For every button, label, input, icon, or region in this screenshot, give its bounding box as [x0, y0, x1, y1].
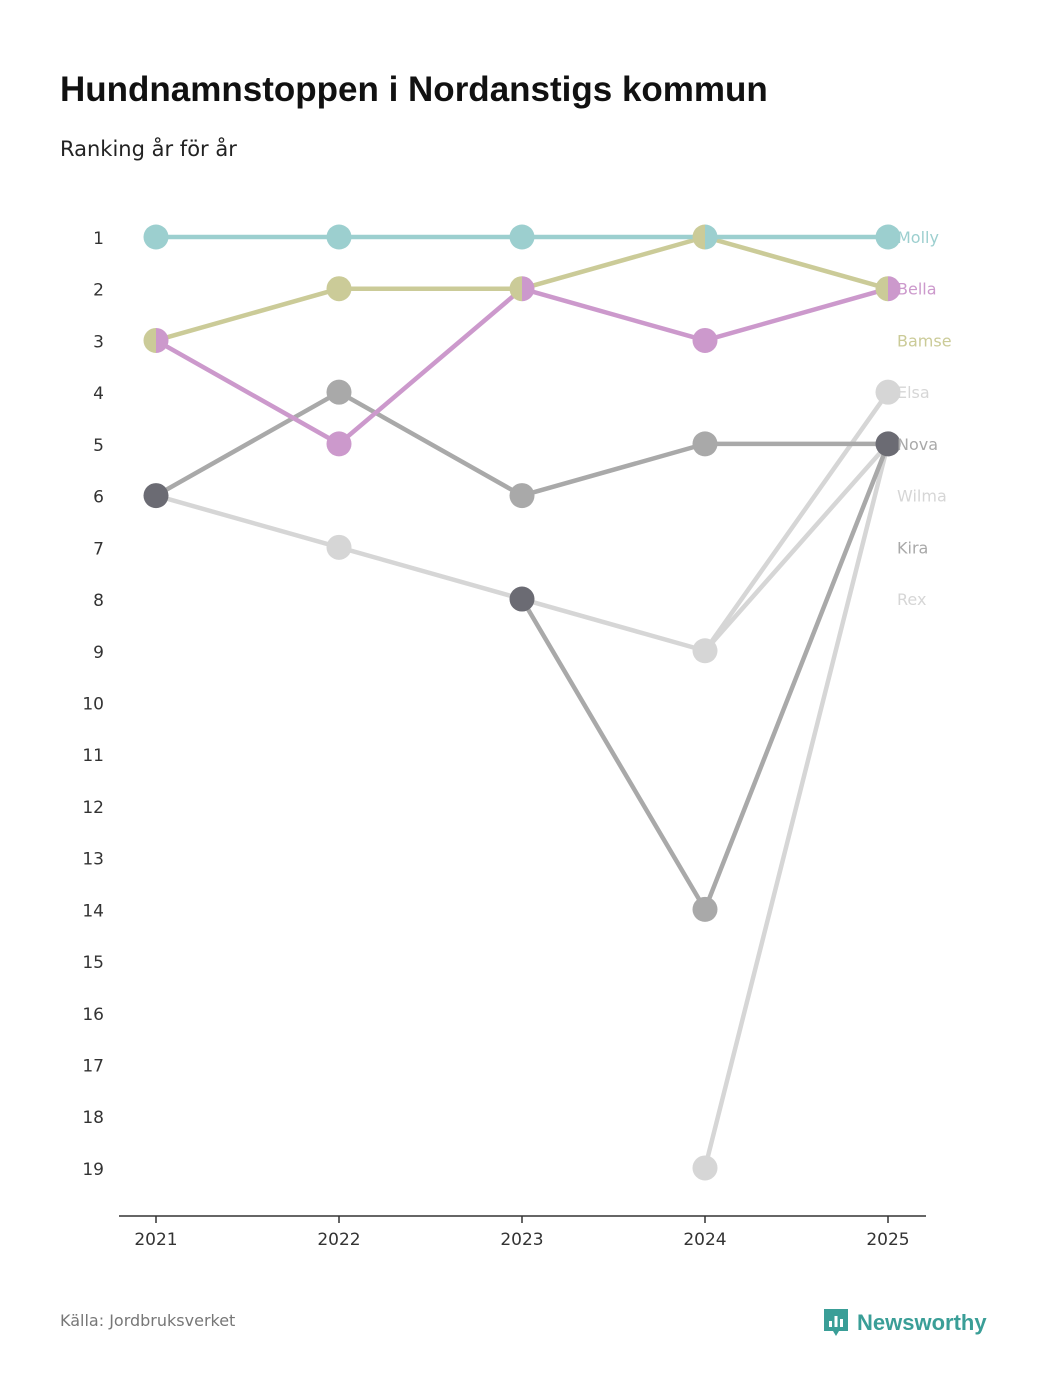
end-label-bella: Bella — [897, 280, 937, 299]
marker-shared — [509, 586, 535, 612]
end-label-nova: Nova — [897, 435, 938, 454]
y-tick-label: 4 — [93, 384, 104, 404]
series-line-bella — [153, 286, 891, 447]
marker-bamse — [875, 276, 888, 302]
y-tick-label: 13 — [82, 850, 104, 870]
y-tick-label: 17 — [82, 1057, 104, 1077]
series-line-nova — [153, 389, 891, 498]
end-label-bamse: Bamse — [897, 331, 952, 350]
end-label-rex: Rex — [897, 590, 926, 609]
marker-bamse — [509, 276, 522, 302]
y-tick-label: 2 — [93, 281, 104, 301]
x-tick-label: 2024 — [683, 1230, 726, 1250]
marker-bella — [156, 327, 169, 353]
end-label-kira: Kira — [897, 538, 928, 557]
marker-bamse — [326, 276, 352, 302]
end-label-molly: Molly — [897, 228, 939, 247]
marker-elsa — [692, 638, 718, 664]
newsworthy-chart-logo-icon — [824, 1309, 848, 1336]
marker-wilma — [326, 534, 352, 560]
marker-bella — [888, 276, 901, 302]
end-label-elsa: Elsa — [897, 383, 930, 402]
x-tick-label: 2021 — [134, 1230, 177, 1250]
y-tick-label: 1 — [93, 229, 104, 249]
chart-subtitle: Ranking år för år — [60, 137, 237, 161]
chart-title: Hundnamnstoppen i Nordanstigs kommun — [60, 70, 768, 109]
y-tick-label: 16 — [82, 1005, 104, 1025]
y-tick-label: 14 — [82, 901, 104, 921]
marker-shared — [875, 431, 901, 457]
series-line-rex — [702, 441, 891, 1171]
marker-nova — [509, 483, 535, 509]
brand-logo: Newsworthy — [822, 1306, 987, 1340]
marker-bella — [522, 276, 535, 302]
marker-nova — [692, 431, 718, 457]
y-tick-label: 6 — [93, 488, 104, 508]
marker-shared — [143, 483, 169, 509]
y-tick-label: 18 — [82, 1108, 104, 1128]
y-tick-label: 12 — [82, 798, 104, 818]
marker-elsa — [875, 379, 901, 405]
marker-nova — [326, 379, 352, 405]
marker-molly — [143, 224, 169, 250]
series-line-kira — [519, 441, 891, 912]
brand-name: Newsworthy — [857, 1310, 987, 1335]
y-tick-label: 3 — [93, 332, 104, 352]
end-label-wilma: Wilma — [897, 487, 947, 506]
y-tick-label: 7 — [93, 539, 104, 559]
marker-molly — [326, 224, 352, 250]
marker-molly — [875, 224, 901, 250]
y-tick-label: 11 — [82, 746, 104, 766]
marker-molly — [705, 224, 718, 250]
x-axis: 2021 2022 2023 2024 2025 — [134, 1216, 910, 1250]
series-line-elsa — [702, 389, 891, 654]
x-tick-label: 2023 — [500, 1230, 543, 1250]
end-labels: Molly Bella Bamse Elsa Nova Wilma Kira Rex — [897, 228, 952, 609]
marker-bella — [326, 431, 352, 457]
y-tick-label: 19 — [82, 1160, 104, 1180]
y-tick-label: 10 — [82, 694, 104, 714]
y-tick-label: 8 — [93, 591, 104, 611]
y-tick-label: 5 — [93, 436, 104, 456]
source-note: Källa: Jordbruksverket — [60, 1311, 236, 1330]
marker-kira — [692, 896, 718, 922]
series-markers — [143, 224, 901, 1181]
marker-bamse — [143, 327, 156, 353]
x-tick-label: 2022 — [317, 1230, 360, 1250]
y-tick-label: 9 — [93, 643, 104, 663]
marker-rex — [692, 1155, 718, 1181]
marker-bamse — [692, 224, 705, 250]
y-tick-label: 15 — [82, 953, 104, 973]
marker-molly — [509, 224, 535, 250]
marker-bella — [692, 327, 718, 353]
x-tick-label: 2025 — [866, 1230, 909, 1250]
series-lines — [153, 234, 891, 1171]
